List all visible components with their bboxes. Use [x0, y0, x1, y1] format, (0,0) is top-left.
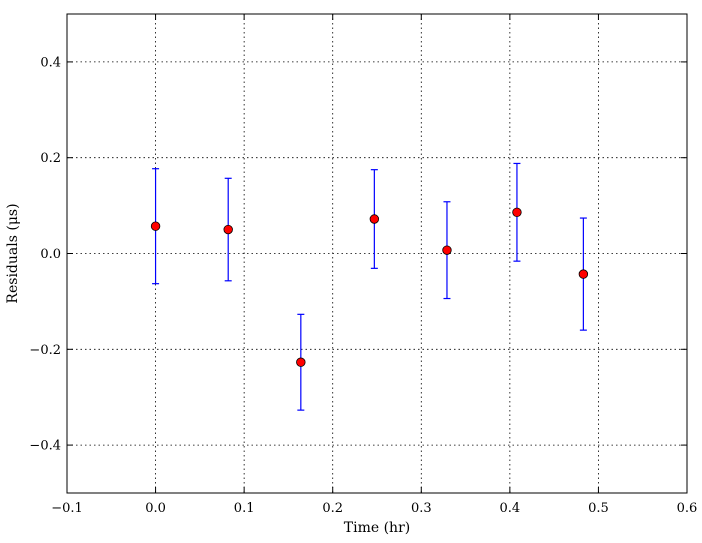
x-tick-label: −0.1 — [51, 501, 83, 516]
x-tick-label: 0.1 — [234, 501, 255, 516]
y-tick-label: 0.2 — [40, 151, 61, 166]
x-tick-label: 0.3 — [411, 501, 432, 516]
y-tick-label: −0.4 — [29, 439, 61, 454]
y-tick-label: 0.0 — [40, 247, 61, 262]
data-point — [442, 245, 452, 255]
x-tick-label: 0.2 — [322, 501, 343, 516]
y-tick-label: −0.2 — [29, 343, 61, 358]
data-point — [296, 357, 306, 367]
x-tick-label: 0.6 — [677, 501, 698, 516]
data-point — [223, 224, 233, 235]
data-point — [369, 214, 380, 224]
axis-ticks: −0.1 0.0 0.1 0.2 0.3 0.4 0.5 0.6 −0.4 −0.2 0.0 0.2 0… — [29, 14, 697, 516]
data-points — [150, 207, 589, 367]
x-tick-label: 0.5 — [588, 501, 609, 516]
data-point — [150, 221, 161, 231]
x-tick-label: 0.0 — [145, 501, 166, 516]
y-tick-label: 0.4 — [40, 55, 61, 70]
x-axis-label: Time (hr) — [344, 520, 410, 536]
error-bars — [152, 162, 587, 411]
data-point — [578, 269, 589, 279]
data-point — [512, 207, 522, 218]
y-axis-label: Residuals (μs) — [5, 203, 21, 303]
plot-frame — [66, 13, 688, 494]
grid — [67, 14, 687, 493]
x-tick-label: 0.4 — [500, 501, 521, 516]
